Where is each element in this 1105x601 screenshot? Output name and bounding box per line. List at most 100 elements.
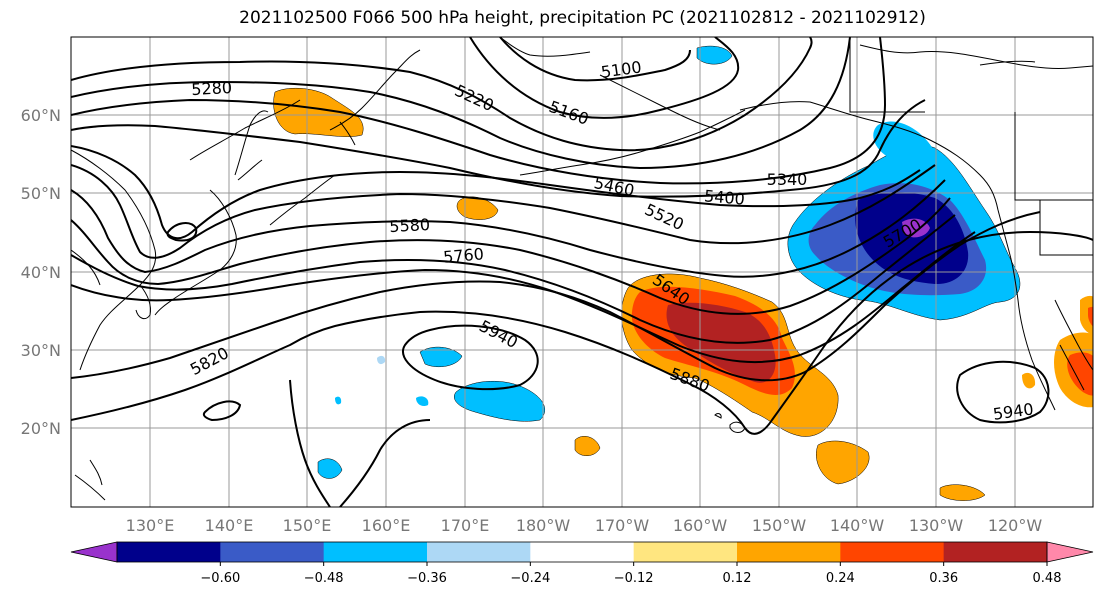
map-frame: [70, 36, 1094, 508]
lon-label: 150°W: [752, 516, 807, 535]
contour-5400: [71, 99, 926, 198]
colorbar-segment: [323, 542, 428, 562]
coast-aleutians: [519, 109, 746, 176]
lon-label: 130°W: [909, 516, 964, 535]
precip-spot-a: [574, 436, 601, 456]
precip-region-gulf-of-alaska-peak: [902, 218, 930, 238]
colorbar-extend-high: [1046, 541, 1094, 563]
coast-kamchatka: [329, 49, 421, 146]
coast-korea: [135, 284, 151, 320]
precip-spot-g: [416, 396, 429, 407]
colorbar-tick-label: −0.36: [407, 571, 447, 586]
colorbar-extend-low: [70, 541, 118, 563]
map-title: 2021102500 F066 500 hPa height, precipit…: [239, 8, 926, 28]
contour-5100: [499, 37, 691, 82]
lat-label: 50°N: [21, 184, 61, 203]
lon-label: 150°E: [283, 516, 332, 535]
contour-5820: [71, 211, 1041, 382]
lat-label: 40°N: [21, 263, 61, 282]
lon-label: 160°E: [362, 516, 411, 535]
coast-okhotsk: [189, 99, 301, 161]
colorbar-segment: [427, 542, 531, 562]
colorbar-segment: [633, 542, 738, 562]
colorbar-segment: [840, 542, 945, 562]
contour-5580: [71, 179, 946, 278]
contour-small-loop: [166, 222, 198, 242]
precip-region-subtropical: [816, 440, 870, 485]
contour-label: 5460: [592, 173, 636, 200]
contour-5880-low: [289, 379, 331, 507]
contour-subtropical-south: [339, 419, 431, 507]
precip-spot-c: [939, 484, 986, 501]
precip-region-socal: [1080, 295, 1093, 336]
latitude-labels: 60°N 50°N 40°N 30°N 20°N: [21, 106, 61, 438]
colorbar-segments: [70, 541, 1094, 563]
lat-label: 20°N: [21, 419, 61, 438]
coast-sakhalin: [234, 110, 269, 176]
colorbar: −0.60 −0.48 −0.36 −0.24 −0.12 0.12 0.24 0.36 0.4…: [70, 541, 1094, 586]
precip-negative-anomaly: [317, 45, 1021, 479]
precip-region-bering: [696, 45, 733, 65]
coast-baja: [1054, 299, 1093, 391]
contour-label: 5580: [389, 215, 431, 236]
lat-label: 30°N: [21, 341, 61, 360]
colorbar-tick-label: −0.12: [614, 571, 654, 586]
colorbar-segment: [117, 542, 221, 562]
contour-label: 5940: [476, 316, 521, 352]
contour-5520: [71, 164, 936, 259]
precip-region-kamchatka: [273, 87, 364, 137]
contour-5160: [469, 37, 740, 119]
coast-arctic: [859, 44, 1093, 69]
colorbar-tick-label: −0.48: [304, 571, 344, 586]
contour-5700: [71, 214, 956, 344]
contour-5940-east: [956, 360, 1050, 424]
contour-5220: [71, 37, 813, 152]
colorbar-frame: [116, 541, 1048, 563]
coast-kuril: [269, 174, 336, 226]
lon-label: 170°E: [441, 516, 490, 535]
contour-label: 5400: [703, 186, 745, 208]
colorbar-tick-label: 0.12: [723, 571, 752, 586]
precip-region-socal-red: [1088, 306, 1093, 327]
contour-5940-sw: [202, 400, 242, 422]
contour-5640: [71, 197, 951, 315]
lon-label: 180°W: [516, 516, 571, 535]
colorbar-tick-label: 0.48: [1033, 571, 1062, 586]
contour-5940-pacific: [402, 324, 539, 391]
contour-label: 5280: [191, 78, 233, 99]
contour-label: 5100: [600, 57, 643, 81]
contour-5460: [71, 145, 921, 240]
contour-5280: [71, 37, 851, 170]
coast-country-borders: [849, 37, 1093, 256]
lat-label: 60°N: [21, 106, 61, 125]
contour-label: 5220: [452, 81, 497, 115]
colorbar-segment: [943, 542, 1048, 562]
precip-spot-b: [1022, 372, 1036, 389]
coast-philippines: [74, 459, 106, 501]
contour-label: 5760: [442, 244, 484, 266]
colorbar-segment: [737, 542, 841, 562]
colorbar-tick-label: 0.24: [826, 571, 855, 586]
precip-region-hawaii-west: [419, 346, 463, 367]
lon-label: 140°W: [830, 516, 885, 535]
contour-label: 5160: [547, 97, 592, 129]
colorbar-segment: [530, 542, 635, 562]
contour-5880: [71, 230, 1093, 435]
contour-5340: [71, 37, 887, 185]
coast-alaska: [499, 37, 999, 211]
contour-label: 5940: [992, 399, 1035, 423]
precip-spot-f: [335, 396, 342, 405]
lon-label: 120°W: [988, 516, 1043, 535]
contour-label: 5340: [767, 170, 808, 189]
height-contours: [71, 37, 1093, 507]
colorbar-ticks: −0.60 −0.48 −0.36 −0.24 −0.12 0.12 0.24 0.36 0.4…: [200, 562, 1062, 586]
colorbar-segment: [220, 542, 325, 562]
precip-spot-e: [377, 355, 386, 365]
map-area: 5280 5220 5160 5100 5340 5400 5460 5520 …: [71, 37, 1093, 507]
precip-spot-d: [812, 399, 829, 413]
coastlines: [71, 37, 1093, 501]
colorbar-tick-label: 0.36: [929, 571, 958, 586]
precip-region-baja-red: [1067, 352, 1093, 396]
lon-label: 130°E: [126, 516, 175, 535]
